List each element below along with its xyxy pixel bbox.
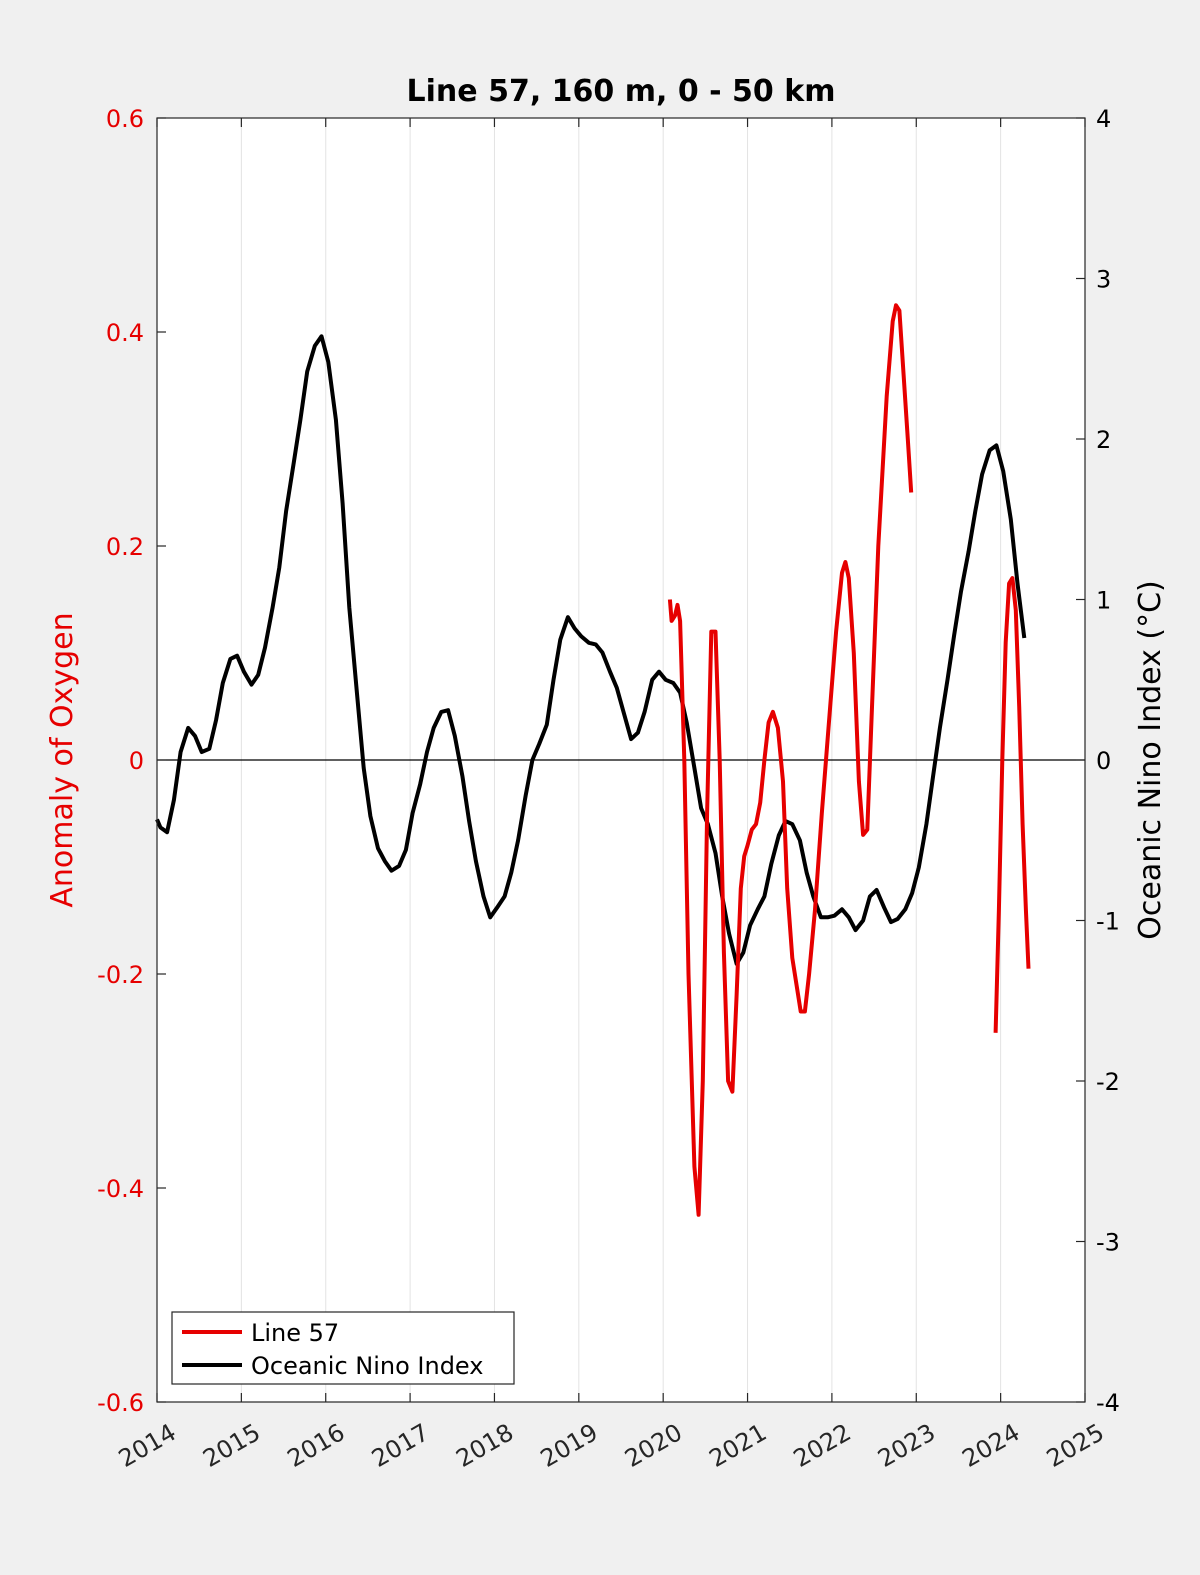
left-tick-label: 0.2 <box>106 533 144 561</box>
right-tick-label: 3 <box>1096 266 1111 294</box>
y-axis-left-label: Anomaly of Oxygen <box>45 612 80 907</box>
left-tick-label: 0.6 <box>106 105 144 133</box>
right-tick-label: 0 <box>1096 747 1111 775</box>
series-line57-segment-0 <box>667 303 914 1217</box>
legend-label-oni: Oceanic Nino Index <box>251 1352 483 1380</box>
legend-label-line57: Line 57 <box>251 1319 339 1347</box>
right-tick-label: -4 <box>1096 1389 1120 1417</box>
series-line57-segment-1 <box>993 576 1031 1033</box>
right-tick-label: -3 <box>1096 1229 1120 1257</box>
right-tick-label: -2 <box>1096 1068 1120 1096</box>
left-tick-label: -0.2 <box>97 961 144 989</box>
legend-box <box>171 1311 515 1385</box>
right-tick-label: 4 <box>1096 105 1111 133</box>
right-tick-label: 1 <box>1096 587 1111 615</box>
series-layer <box>155 303 1031 1217</box>
left-tick-label: -0.4 <box>97 1175 144 1203</box>
y-axis-right-label: Oceanic Nino Index (°C) <box>1133 580 1168 940</box>
left-axis-ticks: -0.6 -0.4 -0.2 0 0.2 0.4 0.6 <box>97 105 166 1417</box>
right-tick-label: -1 <box>1096 908 1120 936</box>
chart-title: Line 57, 160 m, 0 - 50 km <box>407 74 836 109</box>
right-axis-ticks: -4 -3 -2 -1 0 1 2 3 4 <box>1076 105 1120 1417</box>
left-tick-label: 0.4 <box>106 319 144 347</box>
left-tick-label: -0.6 <box>97 1389 144 1417</box>
legend: Line 57 Oceanic Nino Index <box>171 1311 515 1385</box>
right-tick-label: 2 <box>1096 426 1111 454</box>
series-oni-segment-0 <box>155 334 1027 966</box>
left-tick-label: 0 <box>129 747 144 775</box>
